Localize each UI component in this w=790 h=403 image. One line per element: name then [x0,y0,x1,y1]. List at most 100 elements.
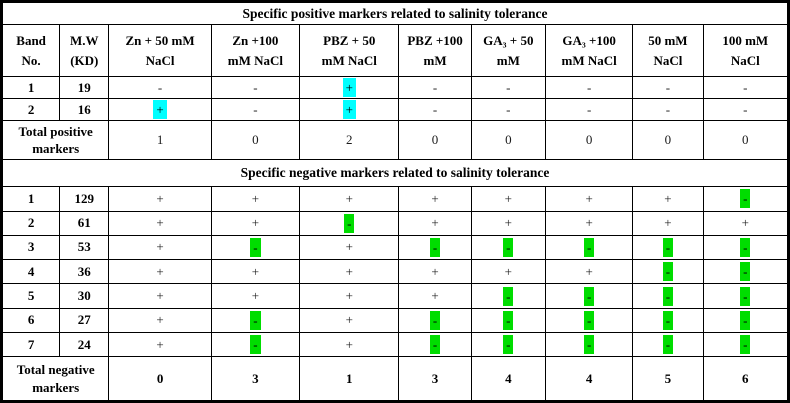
mw-cell: 24 [59,332,110,358]
marker-cell: - [398,307,472,334]
table-row: 5 30 + + + + - - - - [1,283,789,309]
table-row: 4 36 + + + + + + - - [1,259,789,285]
col-header-band-no: Band No. [1,24,61,77]
marker-value: - [662,286,674,306]
total-value-cell: 0 [398,120,472,160]
marker-value: + [251,288,260,304]
col-header-pbz-100: PBZ +100 mM [398,24,472,77]
marker-value: + [504,263,512,279]
marker-cell: + [299,259,400,285]
marker-value: + [156,263,164,279]
band-no-cell: 6 [1,307,61,334]
marker-cell: - [702,283,789,309]
marker-cell: - [702,75,789,100]
col-header-mw: M.W (KD) [59,24,110,77]
marker-cell: - [544,283,634,309]
marker-value: - [583,335,595,355]
marker-value: - [740,262,751,282]
marker-value: + [585,215,593,231]
marker-value: - [506,79,511,95]
marker-value: + [585,190,593,206]
marker-cell: + [544,210,634,236]
mw-cell: 16 [59,98,110,122]
marker-value: - [740,310,751,330]
marker-cell: + [544,186,634,212]
marker-cell: - [544,307,634,334]
mw-cell: 19 [59,75,110,100]
total-value-cell: 4 [470,356,546,401]
marker-cell: - [299,210,400,236]
marker-cell: - [632,234,704,261]
marker-cell: - [544,234,634,261]
marker-cell: + [299,332,400,358]
band-no-cell: 2 [1,210,61,236]
total-value-cell: 2 [299,120,400,160]
marker-cell: + [108,210,212,236]
col-header-pbz-50: PBZ + 50 mM NaCl [299,24,400,77]
marker-value: - [429,310,441,330]
marker-cell: - [470,283,546,309]
marker-cell: + [299,234,400,261]
mw-cell: 61 [59,210,110,236]
band-no-cell: 3 [1,234,61,261]
marker-cell: - [210,332,301,358]
marker-value: + [504,215,512,231]
marker-value: - [503,286,514,306]
marker-value: + [664,215,672,231]
marker-value: + [741,215,749,231]
mw-cell: 36 [59,259,110,285]
table-row: 1 129 + + + + + + + - [1,186,789,212]
marker-value: - [662,262,674,282]
marker-cell: + [702,210,789,236]
marker-value: + [156,336,164,352]
marker-cell: + [470,210,546,236]
marker-value: - [432,79,438,95]
marker-cell: - [702,234,789,261]
marker-value: + [251,215,260,231]
marker-cell: - [702,98,789,122]
marker-cell: + [299,307,400,334]
marker-cell: + [108,234,212,261]
marker-cell: - [702,259,789,285]
marker-value: - [503,310,514,330]
marker-cell: - [398,234,472,261]
marker-cell: - [210,234,301,261]
marker-cell: + [299,75,400,100]
marker-cell: - [702,332,789,358]
marker-value: - [429,335,441,355]
marker-value: + [251,263,260,279]
marker-cell: - [210,75,301,100]
marker-value: - [662,335,674,355]
marker-value: + [504,190,512,206]
marker-cell: - [398,75,472,100]
total-value-cell: 6 [702,356,789,401]
total-negative-label: Total negative markers [1,356,110,401]
column-header-row: Band No. M.W (KD) Zn + 50 mM NaCl Zn +10… [1,24,789,77]
total-value-cell: 3 [210,356,301,401]
marker-value: - [506,101,511,117]
marker-value: - [743,79,748,95]
marker-cell: + [398,259,472,285]
total-positive-row: Total positive markers 1 0 2 0 0 0 0 0 [1,120,789,160]
marker-value: + [345,288,353,304]
negative-section-title-row: Specific negative markers related to sal… [2,158,788,188]
marker-value: - [250,335,261,355]
marker-value: + [342,100,356,120]
marker-value: + [156,312,164,328]
marker-cell: + [398,186,472,212]
col-header-50mm: 50 mM NaCl [632,24,704,77]
marker-value: + [431,215,439,231]
marker-value: + [251,190,260,206]
total-value-cell: 0 [108,356,212,401]
marker-value: + [345,336,353,352]
band-no-cell: 2 [1,98,61,122]
marker-value: + [431,190,439,206]
table-row: 2 61 + + - + + + + + [1,210,789,236]
marker-cell: + [299,98,400,122]
marker-value: + [431,263,439,279]
marker-cell: - [544,75,634,100]
total-value-cell: 3 [398,356,472,401]
marker-value: + [345,239,353,255]
